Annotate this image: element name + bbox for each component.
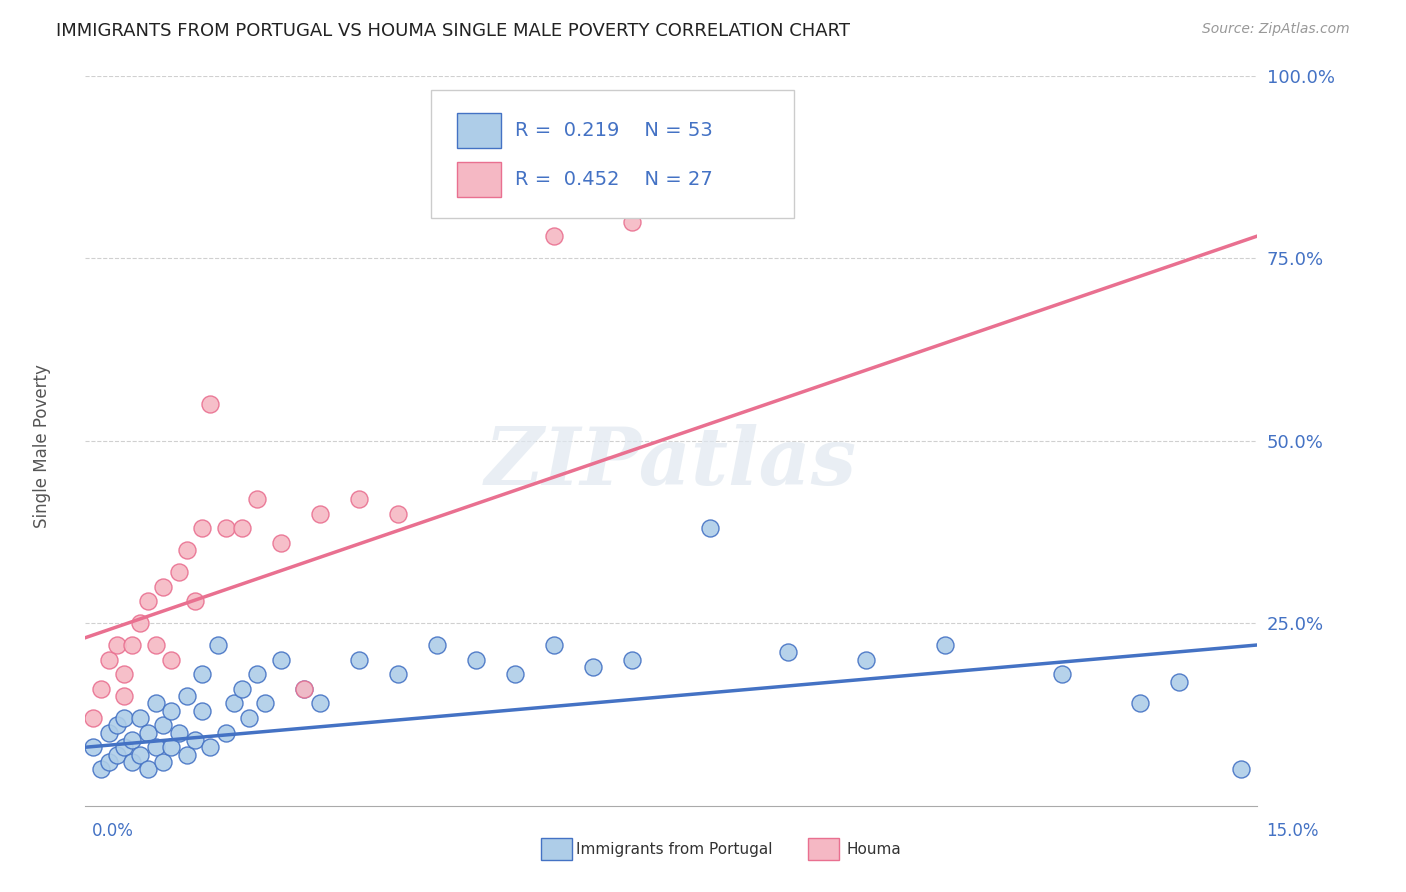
Point [145,740,167,755]
Point [136,725,159,739]
Point [347,652,370,666]
Point [191,704,214,718]
Point [90,681,112,696]
Point [129,747,152,762]
Text: Single Male Poverty: Single Male Poverty [34,364,51,528]
Text: ZIPatlas: ZIPatlas [485,424,858,501]
Text: R =  0.219    N = 53: R = 0.219 N = 53 [516,121,713,140]
Point [160,740,183,755]
Point [503,667,526,681]
Point [347,491,370,506]
Point [136,762,159,776]
Text: 15.0%: 15.0% [1267,822,1319,840]
Point [82,711,104,725]
Text: R =  0.452    N = 27: R = 0.452 N = 27 [516,170,713,189]
Point [112,689,135,703]
Point [112,667,135,681]
Point [112,711,135,725]
Point [200,397,222,411]
Point [238,711,260,725]
Point [105,638,128,652]
Text: IMMIGRANTS FROM PORTUGAL VS HOUMA SINGLE MALE POVERTY CORRELATION CHART: IMMIGRANTS FROM PORTUGAL VS HOUMA SINGLE… [56,22,851,40]
Point [105,747,128,762]
Point [160,704,183,718]
Point [387,667,409,681]
Point [246,667,269,681]
Point [176,689,198,703]
Point [621,214,644,228]
Point [129,711,152,725]
Point [292,681,315,696]
Point [191,521,214,535]
Point [1050,667,1073,681]
Point [855,652,877,666]
Point [699,521,721,535]
Point [308,507,330,521]
Point [292,681,315,696]
Point [246,491,269,506]
Point [129,616,152,631]
Point [183,733,205,747]
Point [215,521,238,535]
Text: 0.0%: 0.0% [91,822,134,840]
Point [112,740,135,755]
Point [82,740,104,755]
Point [136,594,159,608]
Point [778,645,800,659]
Point [543,638,565,652]
Point [200,740,222,755]
Point [387,507,409,521]
Point [543,229,565,244]
Point [426,638,449,652]
Point [621,652,644,666]
Text: Immigrants from Portugal: Immigrants from Portugal [576,842,773,856]
Point [231,521,253,535]
Point [145,697,167,711]
Point [90,762,112,776]
Point [121,638,143,652]
Point [176,747,198,762]
Point [582,660,605,674]
Point [308,697,330,711]
Point [1129,697,1152,711]
Point [1167,674,1189,689]
Point [97,725,120,739]
Point [160,652,183,666]
Point [145,638,167,652]
Point [464,652,486,666]
Point [167,565,190,579]
Text: Houma: Houma [846,842,901,856]
Point [1230,762,1253,776]
Point [222,697,245,711]
Point [270,652,292,666]
Point [152,718,174,732]
Point [97,652,120,666]
Point [121,755,143,769]
Point [934,638,956,652]
Point [215,725,238,739]
Point [176,543,198,558]
Point [121,733,143,747]
Point [231,681,253,696]
Point [97,755,120,769]
Bar [457,162,502,197]
Bar [457,113,502,148]
Text: Source: ZipAtlas.com: Source: ZipAtlas.com [1202,22,1350,37]
Point [167,725,190,739]
Point [152,755,174,769]
Point [253,697,276,711]
Point [105,718,128,732]
Point [270,536,292,550]
Point [191,667,214,681]
Point [152,580,174,594]
Point [183,594,205,608]
FancyBboxPatch shape [432,90,794,218]
Point [207,638,229,652]
